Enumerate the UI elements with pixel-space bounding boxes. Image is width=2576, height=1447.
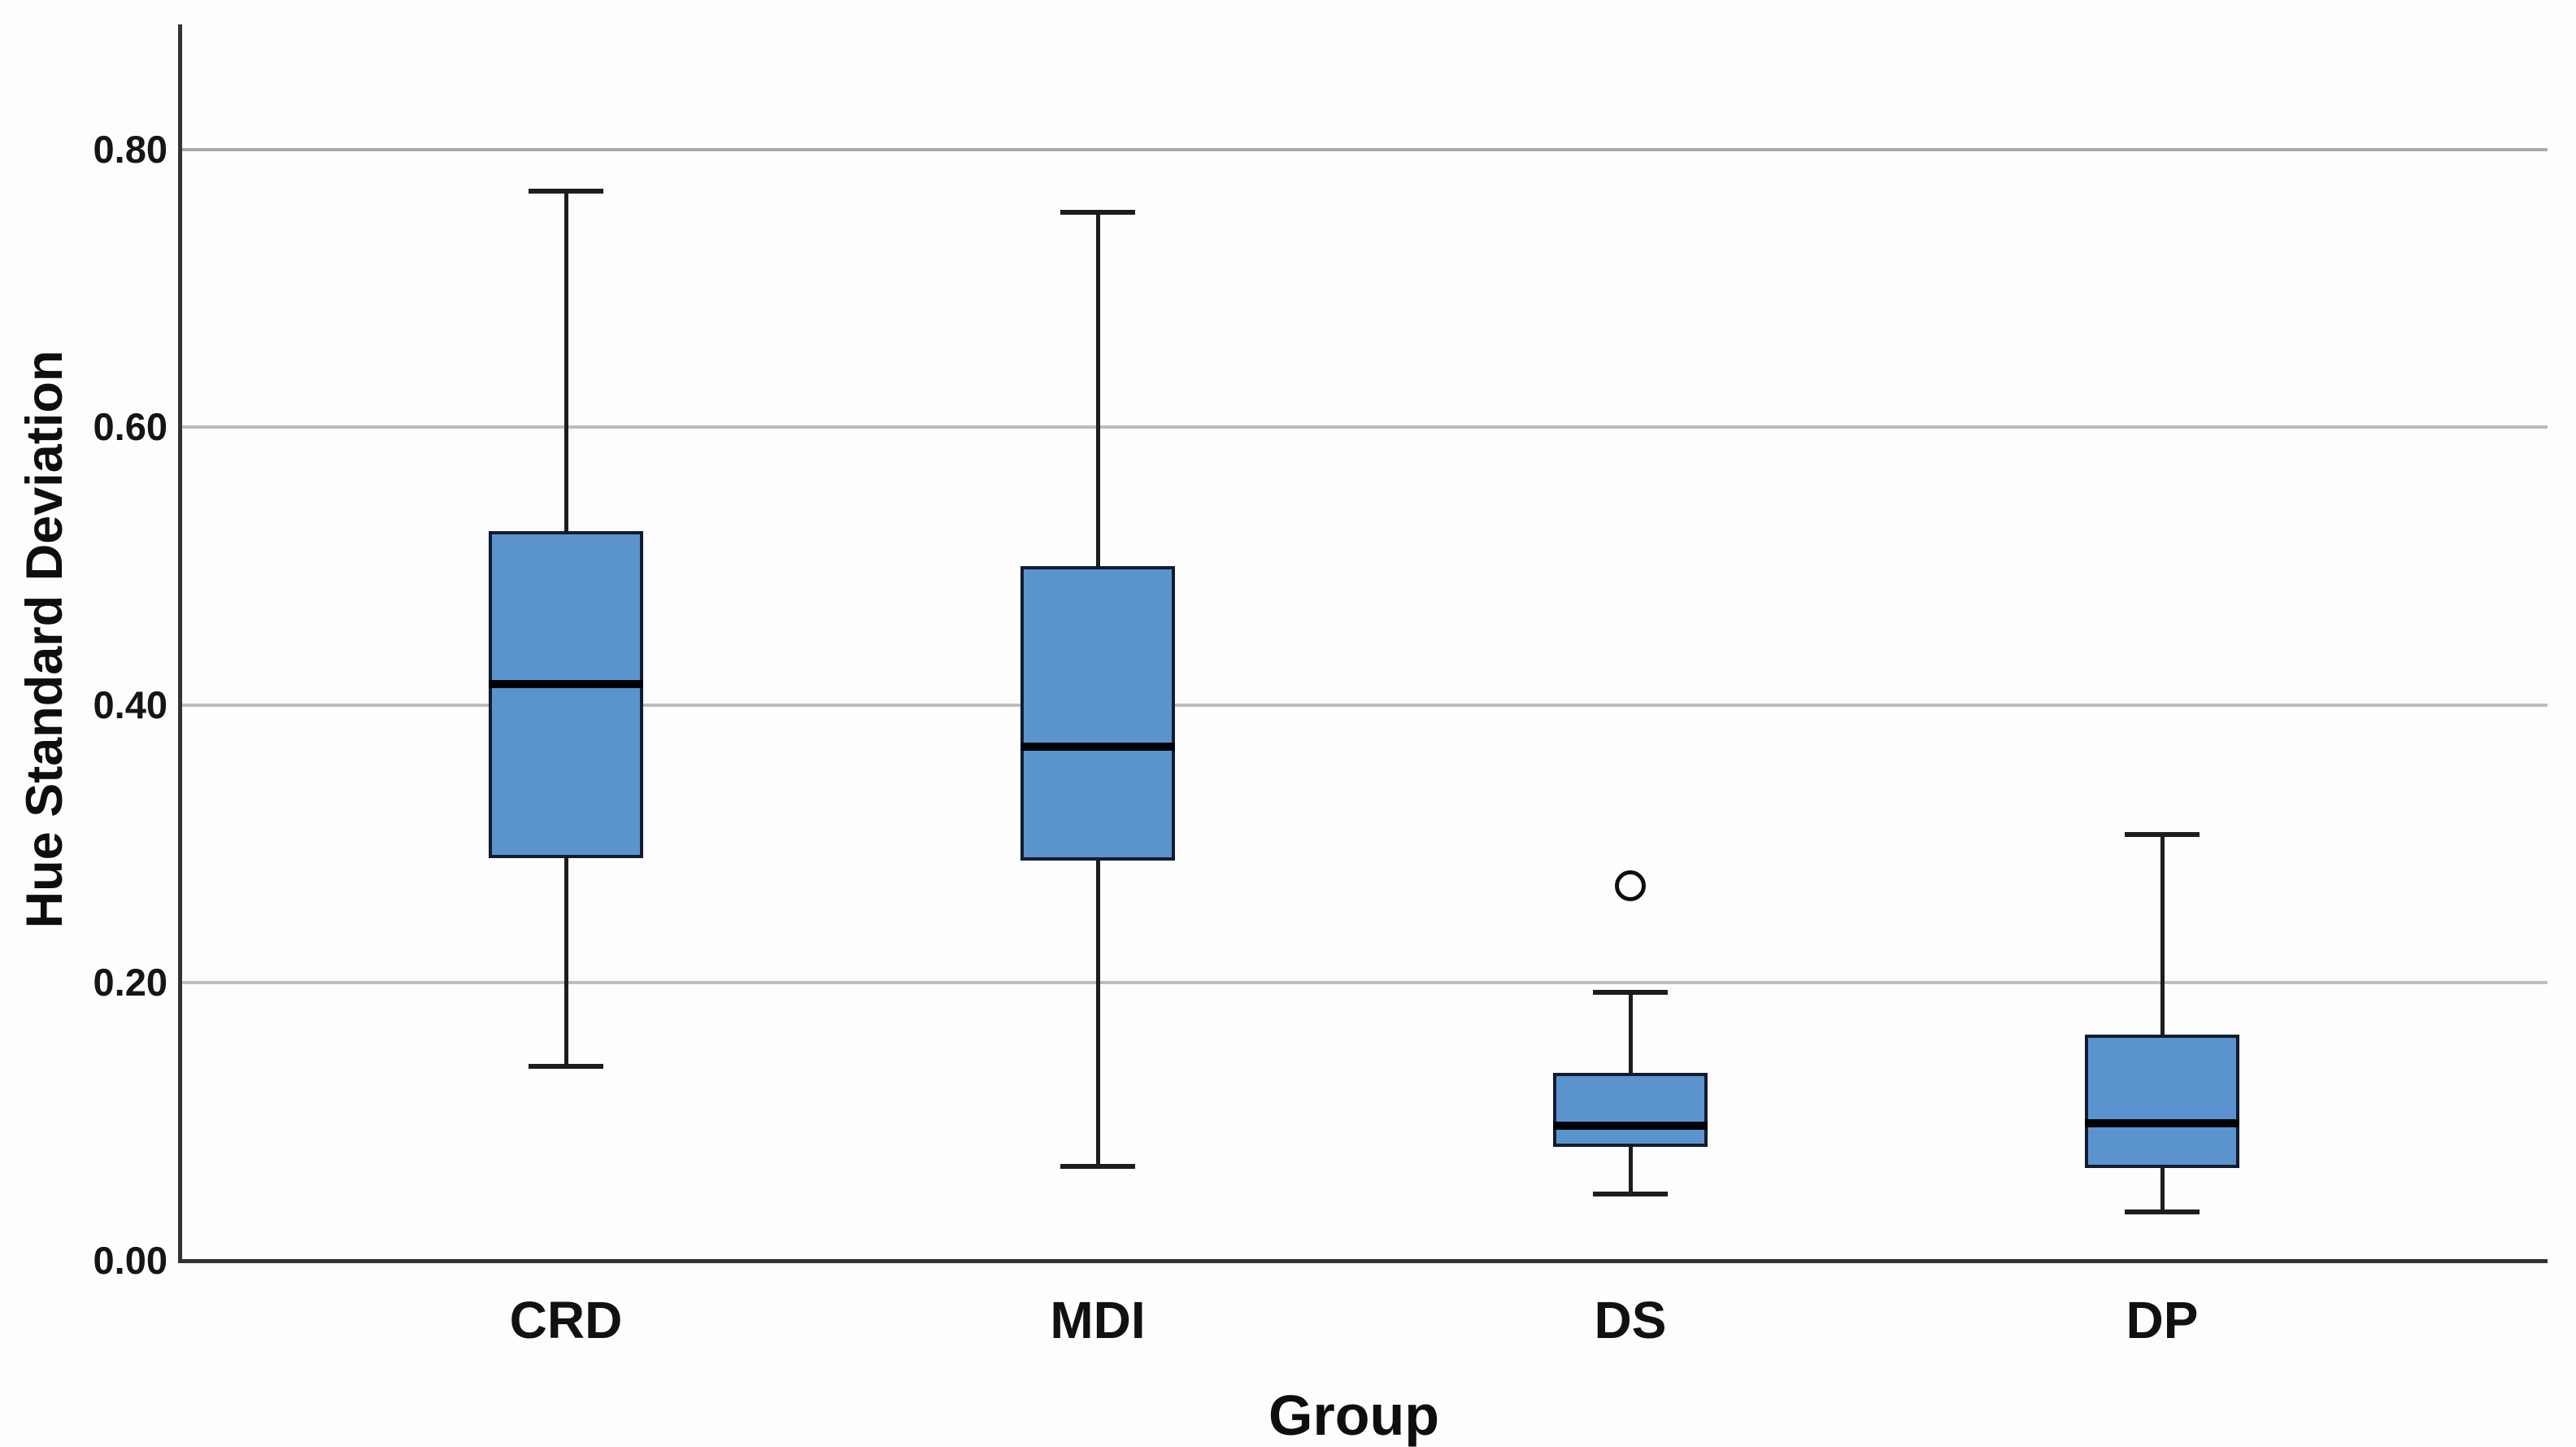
upper-whisker-cap-CRD — [529, 188, 603, 194]
upper-whisker-cap-DS — [1593, 990, 1668, 996]
lower-whisker-DS — [1629, 1146, 1633, 1195]
box-DS — [1553, 1073, 1708, 1147]
box-DP — [2085, 1034, 2239, 1168]
gridline-0.80 — [181, 147, 2548, 151]
y-tick-label-0.60: 0.60 — [93, 405, 168, 449]
lower-whisker-DP — [2160, 1167, 2165, 1213]
x-category-label-CRD: CRD — [509, 1291, 623, 1349]
gridline-0.60 — [181, 425, 2548, 429]
lower-whisker-cap-MDI — [1060, 1163, 1135, 1169]
x-axis-line — [178, 1259, 2548, 1263]
box-MDI — [1020, 566, 1175, 861]
y-tick-label-0.00: 0.00 — [93, 1239, 168, 1282]
upper-whisker-CRD — [564, 190, 568, 532]
median-CRD — [489, 680, 643, 689]
upper-whisker-cap-MDI — [1060, 209, 1135, 215]
x-category-label-DS: DS — [1594, 1291, 1667, 1349]
y-tick-label-0.20: 0.20 — [93, 961, 168, 1005]
upper-whisker-cap-DP — [2125, 831, 2200, 837]
lower-whisker-CRD — [564, 857, 568, 1066]
x-category-label-DP: DP — [2126, 1291, 2199, 1349]
lower-whisker-cap-DP — [2125, 1209, 2200, 1215]
median-MDI — [1020, 743, 1175, 752]
lower-whisker-MDI — [1096, 861, 1100, 1166]
y-axis-title: Hue Standard Deviation — [16, 350, 73, 929]
y-axis-line — [178, 24, 182, 1261]
y-tick-label-0.80: 0.80 — [93, 127, 168, 171]
x-category-label-MDI: MDI — [1050, 1291, 1146, 1349]
y-tick-label-0.40: 0.40 — [93, 682, 168, 726]
lower-whisker-cap-CRD — [529, 1063, 603, 1069]
upper-whisker-DP — [2160, 834, 2165, 1035]
upper-whisker-MDI — [1096, 211, 1100, 567]
upper-whisker-DS — [1629, 992, 1633, 1074]
median-DS — [1553, 1122, 1708, 1131]
box-CRD — [489, 531, 643, 858]
median-DP — [2085, 1118, 2239, 1127]
x-axis-title: Group — [1268, 1384, 1439, 1447]
outlier-DS-0 — [1615, 870, 1646, 901]
lower-whisker-cap-DS — [1593, 1192, 1668, 1197]
gridline-0.20 — [181, 981, 2548, 985]
gridline-0.40 — [181, 703, 2548, 707]
